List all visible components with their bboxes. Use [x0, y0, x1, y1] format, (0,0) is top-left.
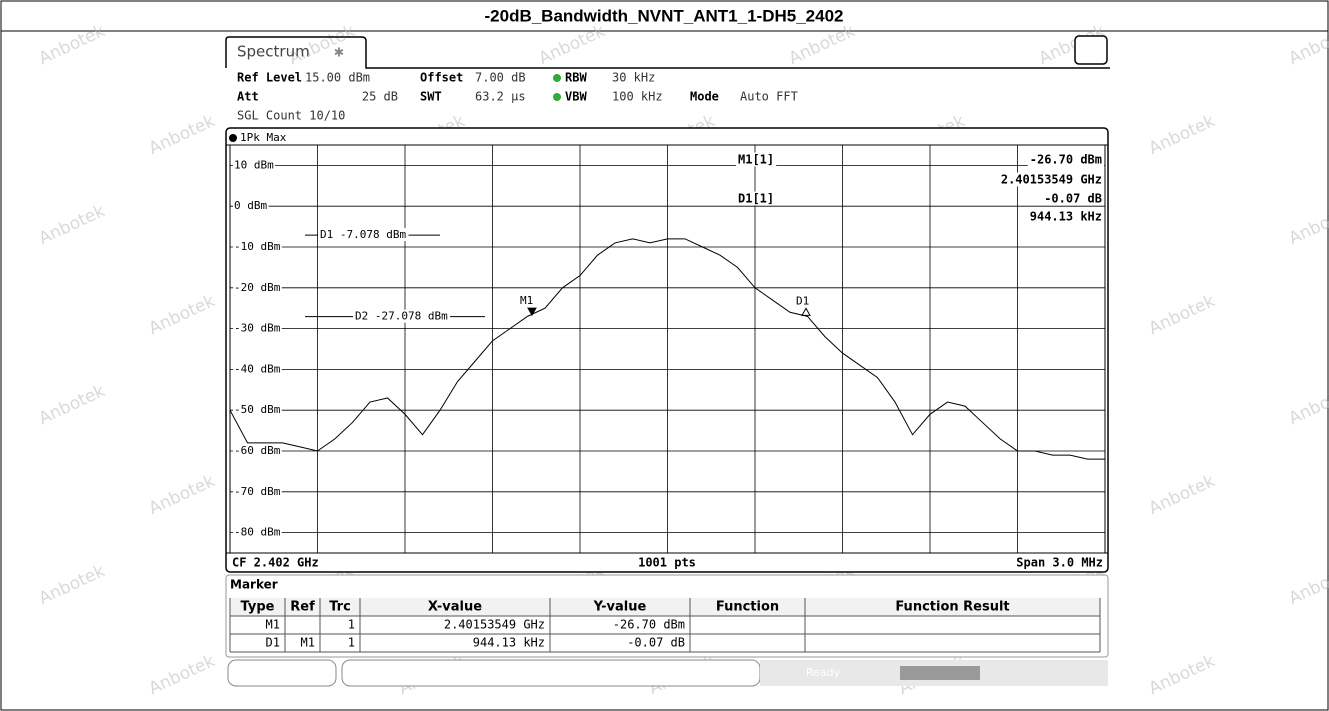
trace	[229, 238, 1105, 460]
tab-outline	[225, 36, 1110, 69]
setting-label: Att	[237, 90, 259, 104]
marker-info: M1[1]	[738, 153, 774, 167]
y-tick-label: -30 dBm	[234, 322, 281, 335]
label-bg	[233, 444, 282, 457]
table-header: Y-value	[593, 600, 647, 615]
y-tick-label: -70 dBm	[234, 485, 281, 498]
setting-value: 100 kHz	[612, 90, 663, 104]
label-bg	[1027, 209, 1104, 224]
table-cell: D1	[266, 636, 280, 650]
plot-frame	[225, 127, 1109, 573]
marker-label: M1	[520, 294, 533, 307]
page-title: -20dB_Bandwidth_NVNT_ANT1_1-DH5_2402	[485, 6, 844, 25]
table-cell: -0.07 dB	[627, 636, 685, 650]
display-line-label: D1 -7.078 dBm	[320, 228, 406, 241]
y-tick-label: 0 dBm	[234, 199, 267, 212]
label-bg	[998, 172, 1104, 187]
status-text: Ready	[806, 666, 841, 679]
table-cell: 2.40153549 GHz	[444, 618, 545, 632]
table-cell: 1	[348, 636, 355, 650]
setting-label: RBW	[565, 71, 587, 85]
label-bg	[233, 158, 276, 172]
table-cell: M1	[266, 618, 280, 632]
y-tick-label: -80 dBm	[234, 526, 281, 539]
setting-value: 7.00 dB	[475, 71, 526, 85]
setting-value: 30 kHz	[612, 71, 655, 85]
label-bg	[233, 484, 282, 498]
label-bg	[1027, 152, 1104, 167]
setting-label: Mode	[690, 90, 719, 104]
marker	[801, 307, 811, 316]
label-bg	[233, 280, 282, 294]
table-cell: 1	[348, 618, 355, 632]
label-bg	[736, 191, 777, 206]
setting-value: Auto FFT	[740, 90, 798, 104]
y-tick-label: -40 dBm	[234, 362, 281, 375]
table-header-bg	[230, 598, 1100, 616]
table-cell: M1	[301, 636, 315, 650]
label-bg	[353, 309, 451, 323]
marker-info: -26.70 dBm	[1030, 153, 1102, 167]
footer-text: Span 3.0 MHz	[1016, 556, 1103, 570]
footer-text: CF 2.402 GHz	[232, 556, 319, 570]
table-cell: 944.13 kHz	[473, 636, 545, 650]
label-bg	[318, 228, 409, 242]
y-tick-label: -60 dBm	[234, 444, 281, 457]
progress	[900, 666, 980, 680]
table-cell: -26.70 dBm	[613, 618, 685, 632]
table-header: Function	[716, 600, 779, 615]
trace-label: 1Pk Max	[240, 131, 287, 144]
setting-label: Ref Level	[237, 71, 302, 85]
table-header: Type	[241, 600, 275, 615]
label-bg	[233, 362, 282, 376]
setting-value: 63.2 µs	[475, 90, 526, 104]
table-header: Trc	[329, 600, 351, 615]
footer-text: 1001 pts	[638, 556, 696, 570]
y-tick-label: -20 dBm	[234, 281, 281, 294]
setting-label: Offset	[420, 71, 463, 85]
marker	[527, 307, 537, 317]
trace-dot	[229, 134, 237, 142]
label-bg	[233, 403, 282, 417]
label-bg	[233, 240, 282, 253]
label-bg	[1042, 191, 1104, 206]
setting-value: 25 dB	[362, 90, 398, 104]
status-dot	[553, 74, 561, 82]
display-line-label: D2 -27.078 dBm	[355, 310, 448, 323]
marker-label: D1	[796, 294, 809, 307]
y-tick-label: -50 dBm	[234, 403, 281, 416]
tab-icon: ✱	[334, 42, 344, 61]
status-box	[341, 659, 761, 687]
label-bg	[233, 199, 269, 213]
marker-info: D1[1]	[738, 192, 774, 206]
y-tick-label: 10 dBm	[234, 158, 274, 171]
table-header: Ref	[290, 600, 315, 615]
tab-title[interactable]: Spectrum	[237, 43, 310, 61]
setting-value: 15.00 dBm	[305, 71, 370, 85]
table-header: Function Result	[895, 600, 1009, 615]
menu-button[interactable]	[1074, 35, 1108, 65]
marker-info: 2.40153549 GHz	[1001, 173, 1102, 187]
setting-label: VBW	[565, 90, 587, 104]
label-bg	[233, 525, 282, 539]
sgl-count: SGL Count 10/10	[237, 109, 345, 123]
status-box	[227, 659, 337, 687]
setting-label: SWT	[420, 90, 442, 104]
y-tick-label: -10 dBm	[234, 240, 281, 253]
marker-table-title: Marker	[230, 578, 278, 592]
table-header: X-value	[428, 600, 482, 615]
marker-info: 944.13 kHz	[1030, 210, 1102, 224]
label-bg	[736, 152, 777, 167]
label-bg	[233, 321, 282, 335]
status-dot	[553, 93, 561, 101]
marker-info: -0.07 dB	[1044, 192, 1102, 206]
